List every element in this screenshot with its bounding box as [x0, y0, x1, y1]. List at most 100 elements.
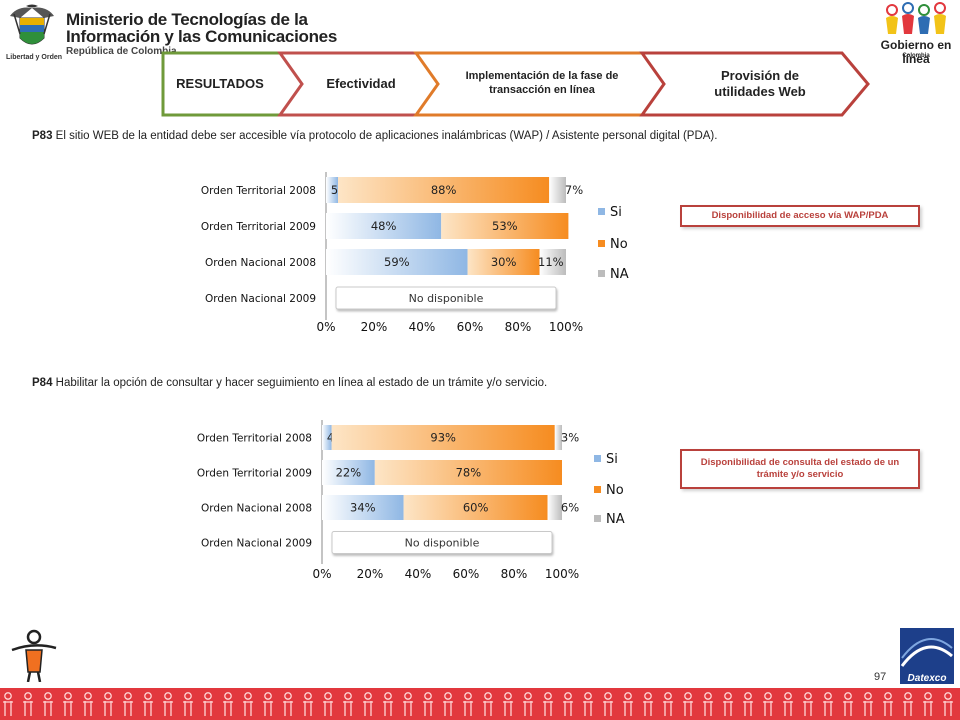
bar-na	[554, 425, 562, 450]
footer-person-icon	[483, 692, 493, 716]
x-tick-label: 100%	[545, 567, 579, 581]
footer-person-icon	[563, 692, 573, 716]
data-label: 3%	[561, 431, 579, 445]
footer-person-icon	[323, 692, 333, 716]
footer-person-icon	[803, 692, 813, 716]
datexco-logo: Datexco	[896, 626, 956, 686]
question-text: Habilitar la opción de consultar y hacer…	[55, 377, 548, 389]
data-label: 34%	[350, 501, 376, 515]
footer-person-icon	[223, 692, 233, 716]
bar-si	[322, 495, 404, 520]
footer-person-icon	[83, 692, 93, 716]
data-label: 22%	[336, 466, 362, 480]
bar-no	[338, 177, 550, 203]
legend-swatch-na	[594, 515, 601, 522]
footer-person-icon	[183, 692, 193, 716]
footer-person-icon	[923, 692, 933, 716]
data-label: 7%	[565, 183, 583, 197]
category-label: Orden Nacional 2009	[201, 538, 312, 550]
nav-label-resultados[interactable]: RESULTADOS	[176, 75, 264, 91]
footer-person-icon	[523, 692, 533, 716]
footer-person-icon	[443, 692, 453, 716]
bar-no	[403, 495, 548, 520]
question-code: P84	[32, 377, 53, 389]
data-label: 88%	[431, 183, 457, 197]
data-label: 11%	[538, 255, 564, 269]
data-label: 59%	[384, 255, 410, 269]
crest-caption: Libertad y Orden	[6, 54, 63, 61]
data-label: 48%	[371, 219, 397, 233]
footer-person-icon	[743, 692, 753, 716]
question-p84: P84 Habilitar la opción de consultar y h…	[32, 377, 547, 389]
footer-person-icon	[123, 692, 133, 716]
footer-person-icon	[283, 692, 293, 716]
legend-label: No	[606, 483, 624, 498]
bar-no	[331, 425, 555, 450]
legend-swatch-si	[594, 455, 601, 462]
footer-person-icon	[43, 692, 53, 716]
footer-person-icon	[623, 692, 633, 716]
bar-si	[322, 460, 375, 485]
colombia-crest-icon	[10, 4, 54, 45]
footer-person-icon	[263, 692, 273, 716]
category-label: Orden Territorial 2008	[201, 185, 316, 197]
x-tick-label: 80%	[505, 320, 532, 334]
datexco-logo-icon: Datexco	[900, 628, 954, 684]
legend-swatch-no	[594, 486, 601, 493]
legend-label: NA	[610, 267, 629, 282]
bar-no	[467, 249, 540, 275]
footer-person-icon	[403, 692, 413, 716]
footer-band	[0, 688, 960, 720]
datexco-brand: Datexco	[908, 673, 947, 684]
footer-person-icon	[383, 692, 393, 716]
page-number: 97	[874, 671, 887, 683]
x-tick-label: 0%	[312, 567, 331, 581]
footer-person-icon	[763, 692, 773, 716]
ministry-logo: Libertad y Orden Ministerio de Tecnologí…	[6, 4, 337, 64]
gel-figures-icon	[886, 2, 946, 34]
gel-logo-subtitle: Colombia	[902, 53, 930, 59]
legend-label: No	[610, 237, 628, 252]
footer-person-icon	[503, 692, 513, 716]
nav-label-provision[interactable]: Provisión de utilidades Web	[714, 67, 806, 99]
legend-swatch-si	[598, 208, 605, 215]
footer-person-icon	[903, 692, 913, 716]
not-available-label: No disponible	[409, 292, 484, 305]
footer-person-icon	[243, 692, 253, 716]
footer-person-icon	[583, 692, 593, 716]
data-label: 78%	[456, 466, 482, 480]
footer-person-icon	[423, 692, 433, 716]
footer-person-icon	[863, 692, 873, 716]
footer-person-icon	[843, 692, 853, 716]
footer-person-icon	[883, 692, 893, 716]
footer-people-pattern-icon	[3, 692, 953, 716]
header: Libertad y Orden Ministerio de Tecnologí…	[0, 0, 960, 117]
data-label: 30%	[491, 255, 517, 269]
nav-label-efectividad[interactable]: Efectividad	[326, 75, 396, 91]
data-label: 93%	[430, 431, 456, 445]
footer-person-icon	[463, 692, 473, 716]
footer-person-icon	[543, 692, 553, 716]
footer-person-icon	[163, 692, 173, 716]
x-tick-label: 40%	[405, 567, 432, 581]
bar-si	[326, 177, 338, 203]
callout-consulta-tramite: Disponibilidad de consulta del estado de…	[680, 449, 920, 489]
question-code: P83	[32, 130, 53, 142]
person-figure-icon	[11, 629, 57, 682]
legend-swatch-na	[598, 270, 605, 277]
bar-si	[322, 425, 332, 450]
x-tick-label: 60%	[457, 320, 484, 334]
legend-label: Si	[610, 205, 622, 220]
footer-person-icon	[363, 692, 373, 716]
footer-person-icon	[203, 692, 213, 716]
x-tick-label: 60%	[453, 567, 480, 581]
bar-na	[539, 249, 566, 275]
x-tick-label: 20%	[357, 567, 384, 581]
footer-person-icon	[703, 692, 713, 716]
category-label: Orden Territorial 2009	[201, 221, 316, 233]
nav-label-implementacion[interactable]: Implementación de la fase de transacción…	[465, 70, 619, 96]
nav-step-provision[interactable]	[639, 51, 870, 117]
category-label: Orden Nacional 2008	[201, 503, 312, 515]
not-available-box	[335, 286, 557, 310]
data-label: 53%	[492, 219, 518, 233]
